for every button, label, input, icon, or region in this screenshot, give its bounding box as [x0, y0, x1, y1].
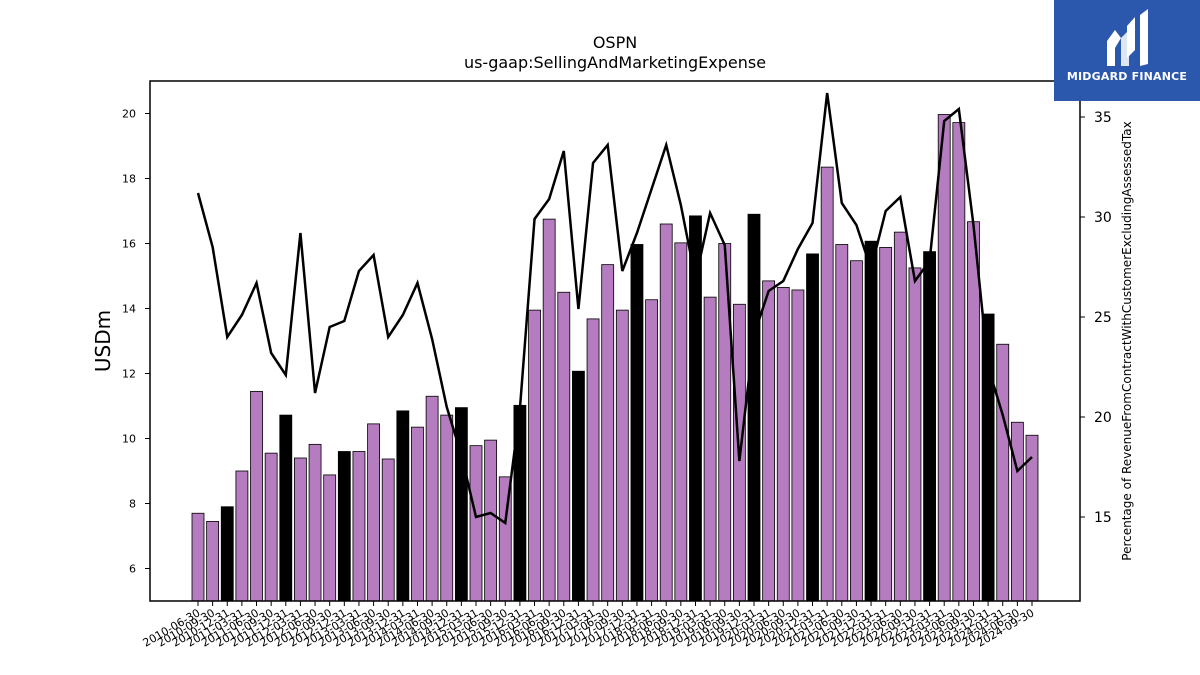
- y2-tick-label: 15: [1094, 510, 1112, 526]
- bar: [820, 166, 834, 602]
- bar: [528, 309, 541, 602]
- bar: [601, 264, 615, 602]
- bar: [294, 457, 307, 602]
- bar: [835, 244, 849, 602]
- y-tick-label: 14: [122, 303, 136, 316]
- axes-group: 6810121416182015202530352010-06-302010-0…: [122, 108, 1112, 650]
- bar: [572, 370, 585, 602]
- y2-axis-label: Percentage of RevenueFromContractWithCus…: [1120, 121, 1134, 560]
- bar: [454, 407, 468, 602]
- y2-tick-label: 35: [1094, 110, 1112, 126]
- bar: [893, 231, 907, 602]
- brand-mark-icon: [1107, 9, 1148, 66]
- y2-tick-label: 25: [1094, 310, 1112, 326]
- bar: [235, 470, 249, 602]
- y2-tick-label: 30: [1094, 210, 1112, 226]
- bar: [908, 267, 922, 602]
- bar: [630, 244, 644, 602]
- bar: [703, 296, 717, 602]
- bar: [1010, 421, 1024, 602]
- y-tick-label: 10: [122, 433, 136, 446]
- bar: [308, 443, 322, 602]
- plot-frame: [149, 80, 1081, 602]
- bar: [806, 253, 819, 602]
- bars-group: [191, 114, 1039, 602]
- bar: [762, 280, 776, 602]
- y-axis-label: USDm: [91, 310, 115, 372]
- bar: [250, 390, 263, 602]
- bar: [352, 451, 366, 602]
- bar: [191, 512, 205, 602]
- bar: [776, 286, 790, 602]
- brand-name: MIDGARD FINANCE: [1066, 70, 1188, 83]
- bar: [937, 114, 951, 602]
- bar: [440, 414, 454, 602]
- y-tick-label: 20: [122, 108, 136, 121]
- bar: [323, 474, 337, 602]
- bar: [367, 423, 380, 602]
- y-tick-label: 12: [122, 368, 136, 381]
- series-line: [196, 92, 1033, 526]
- bar: [542, 218, 556, 602]
- bar: [864, 240, 878, 602]
- bar: [879, 246, 893, 602]
- y-tick-label: 18: [122, 173, 136, 186]
- bar: [337, 451, 351, 602]
- bar: [411, 426, 424, 602]
- bar: [615, 309, 629, 602]
- bar: [484, 439, 498, 602]
- bar: [425, 395, 439, 602]
- bar: [850, 260, 863, 602]
- chart-subtitle: us-gaap:SellingAndMarketingExpense: [464, 53, 766, 72]
- bar: [791, 289, 805, 602]
- bar: [645, 299, 658, 602]
- bar: [396, 410, 410, 602]
- y-tick-label: 6: [129, 563, 136, 576]
- bar: [264, 452, 278, 602]
- bar: [381, 458, 395, 602]
- bar: [220, 506, 234, 602]
- bar: [659, 223, 673, 602]
- bar: [747, 213, 761, 602]
- bar: [279, 414, 293, 602]
- bar: [967, 221, 980, 602]
- line-group: [196, 92, 1033, 526]
- bar: [469, 445, 483, 602]
- y-tick-label: 16: [122, 238, 136, 251]
- y-tick-label: 8: [129, 498, 136, 511]
- brand-logo: MIDGARD FINANCE: [1054, 0, 1200, 101]
- bar: [923, 251, 936, 602]
- bar: [557, 291, 571, 602]
- y2-tick-label: 20: [1094, 410, 1112, 426]
- bar: [952, 122, 966, 602]
- bar: [674, 242, 688, 602]
- bar: [586, 318, 600, 602]
- bar: [206, 520, 220, 602]
- bar: [996, 343, 1010, 602]
- chart-title: OSPN: [593, 33, 637, 52]
